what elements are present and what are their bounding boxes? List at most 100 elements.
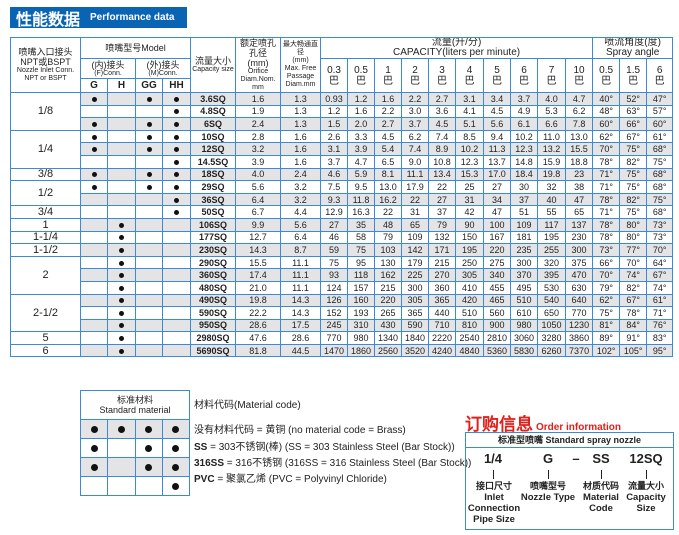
type-cell-hh	[161, 104, 192, 119]
capacity-cell: 1.5	[320, 117, 349, 131]
angle-cell: 89°	[592, 331, 621, 345]
capacity-cell: 360	[428, 280, 457, 295]
type-cell-hh	[161, 243, 192, 257]
available-dot-icon	[174, 134, 179, 140]
type-cell-h	[107, 280, 136, 295]
material-header-en: Standard material	[99, 405, 171, 415]
capacity-cell: 1.2	[320, 104, 349, 119]
capacity-cell: 25	[455, 180, 485, 194]
capacity-cell: 100	[483, 217, 512, 232]
type-cell-gg	[135, 343, 163, 358]
passage-cell: 11.1	[280, 255, 322, 270]
orifice-cell: 15.5	[235, 255, 282, 270]
capacity-cell: 2.0	[347, 117, 376, 131]
capacity-cell: 5.3	[537, 104, 567, 119]
table-row: 2-1/2 490SQ 19.8 14.3 126 160 220 305 365 420 465 5…	[10, 293, 674, 333]
type-cell-hh	[161, 180, 192, 194]
capacity-cell: 38	[565, 180, 594, 194]
capacity-cell: 4.7	[347, 154, 376, 169]
type-cell-h	[107, 117, 136, 131]
available-dot-icon	[117, 426, 125, 433]
available-dot-icon	[145, 464, 153, 471]
available-dot-icon	[91, 134, 97, 140]
orifice-cell: 19.8	[235, 293, 282, 308]
type-cell-gg	[135, 293, 163, 308]
capacity-cell: 5.4	[374, 142, 403, 156]
pipe-size: 5	[10, 331, 81, 345]
type-cell-h	[107, 129, 136, 144]
material-cell	[107, 457, 136, 477]
capacity-cell: 245	[320, 318, 349, 333]
orifice-cn: 额定喷孔孔径	[240, 38, 277, 59]
angle-cell: 67°	[619, 293, 648, 308]
type-cell-h	[107, 205, 136, 219]
capacity-cell: 300	[401, 280, 430, 295]
type-cell-hh	[161, 217, 192, 232]
header-pressure: 10 巴	[565, 58, 594, 93]
capacity-cell: 160	[347, 293, 376, 308]
capacity-cell: 171	[428, 243, 457, 257]
capacity-cell: 8.9	[428, 142, 457, 156]
capacity-cell: 65	[401, 217, 430, 232]
capacity-cell: 17.0	[483, 167, 512, 182]
passage-cell: 17.5	[280, 318, 322, 333]
capacity-cell: 58	[347, 230, 376, 245]
orifice-cell: 22.2	[235, 306, 282, 320]
angle-cell: 77°	[619, 243, 648, 257]
capacity-cell: 193	[347, 306, 376, 320]
available-dot-icon	[146, 172, 152, 178]
material-code-desc: = 303不锈钢(棒) (SS = 303 Stainless Steel (B…	[207, 441, 455, 453]
type-cell-g	[80, 192, 108, 207]
order-label-en: Capacity Size	[626, 492, 666, 514]
available-dot-icon	[174, 147, 179, 153]
passage-cell: 1.3	[280, 104, 322, 119]
capacity-cell: 132	[428, 230, 457, 245]
material-code-title: 材料代码(Material code)	[194, 400, 301, 411]
capacity-cell: 8.1	[374, 167, 403, 182]
type-cell-h	[107, 167, 136, 182]
model-cell: 490SQ	[190, 293, 237, 308]
available-dot-icon	[119, 310, 124, 316]
model-cell: 10SQ	[190, 129, 237, 144]
capacity-cell: 15.5	[565, 142, 594, 156]
orifice-cell: 3.9	[235, 154, 282, 169]
type-cell-h	[107, 268, 136, 282]
angle-cell: 67°	[619, 129, 648, 144]
type-cell-gg	[135, 280, 163, 295]
angle-cell: 95°	[646, 343, 674, 358]
angle-cell: 102°	[592, 343, 621, 358]
orifice-cell: 4.0	[235, 167, 282, 182]
material-header-cn: 标准材料	[116, 395, 153, 405]
angle-cell: 70°	[646, 243, 674, 257]
capacity-cell: 0.93	[320, 92, 349, 106]
type-cell-g	[80, 92, 108, 106]
passage-cell: 4.4	[280, 205, 322, 219]
orifice-cell: 81.8	[235, 343, 282, 358]
angle-cell: 57°	[646, 104, 674, 119]
angle-cell: 73°	[646, 230, 674, 245]
capacity-cell: 17.9	[401, 180, 430, 194]
capacity-cell: 13.4	[428, 167, 457, 182]
type-cell-hh	[161, 331, 192, 345]
angle-cell: 74°	[619, 268, 648, 282]
capacity-cell: 305	[455, 268, 485, 282]
angle-cell: 60°	[592, 117, 621, 131]
type-cell-g	[80, 205, 108, 219]
type-cell-h	[107, 255, 136, 270]
capacity-cell: 31	[401, 205, 430, 219]
capacity-cell: 4.0	[537, 92, 567, 106]
capacity-cell: 540	[537, 293, 567, 308]
capacity-cell: 3.6	[428, 104, 457, 119]
capacity-cell: 79	[428, 217, 457, 232]
female-cn: (内)接头	[91, 59, 125, 70]
orifice-cell: 5.6	[235, 180, 282, 194]
angle-cell: 70°	[619, 255, 648, 270]
pressure-unit: 巴	[329, 75, 340, 87]
angle-cell: 68°	[646, 142, 674, 156]
order-title-en: Order information	[536, 422, 622, 433]
female-en: (F)Conn.	[94, 69, 122, 77]
model-cell: 36SQ	[190, 192, 237, 207]
angle-cell: 71°	[592, 167, 621, 182]
pressure-value: 7	[548, 64, 555, 76]
